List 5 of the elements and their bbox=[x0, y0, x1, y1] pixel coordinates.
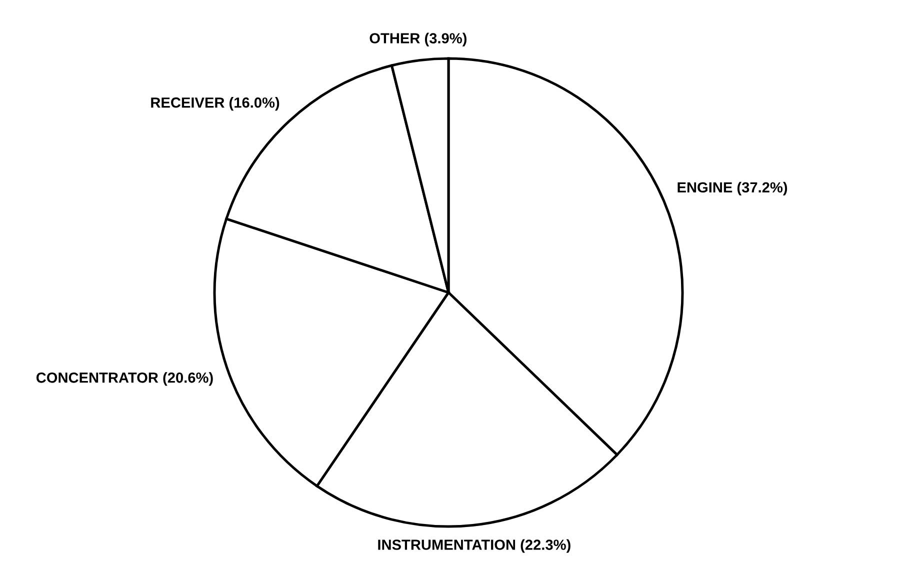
slice-label: INSTRUMENTATION (22.3%) bbox=[378, 539, 570, 553]
slice-label: RECEIVER (16.0%) bbox=[151, 97, 280, 111]
slice-label: ENGINE (37.2%) bbox=[678, 182, 788, 196]
slice-label: OTHER (3.9%) bbox=[370, 32, 466, 46]
slice-label: CONCENTRATOR (20.6%) bbox=[36, 372, 213, 386]
